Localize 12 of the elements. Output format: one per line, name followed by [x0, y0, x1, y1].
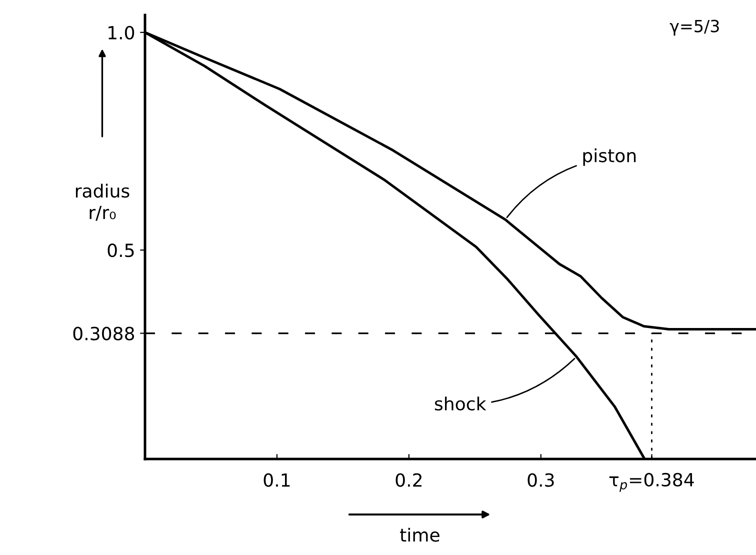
x-tick-label: τ$_{p}$=0.384: [609, 472, 694, 492]
y-tick-label: 0.3088: [73, 326, 134, 340]
annotation: shock: [434, 396, 486, 411]
y-tick-label: 1.0: [108, 26, 134, 40]
y-axis-title: radius r/r₀: [76, 184, 130, 221]
y-tick-label: 0.5: [108, 244, 134, 258]
x-tick-label: 0.3: [528, 473, 554, 487]
annotation: γ=5/3: [670, 20, 719, 36]
x-axis-title: time: [400, 528, 440, 542]
x-tick-label: 0.1: [264, 473, 290, 487]
x-tick-label: 0.2: [396, 473, 422, 487]
annotation: piston: [583, 148, 636, 166]
